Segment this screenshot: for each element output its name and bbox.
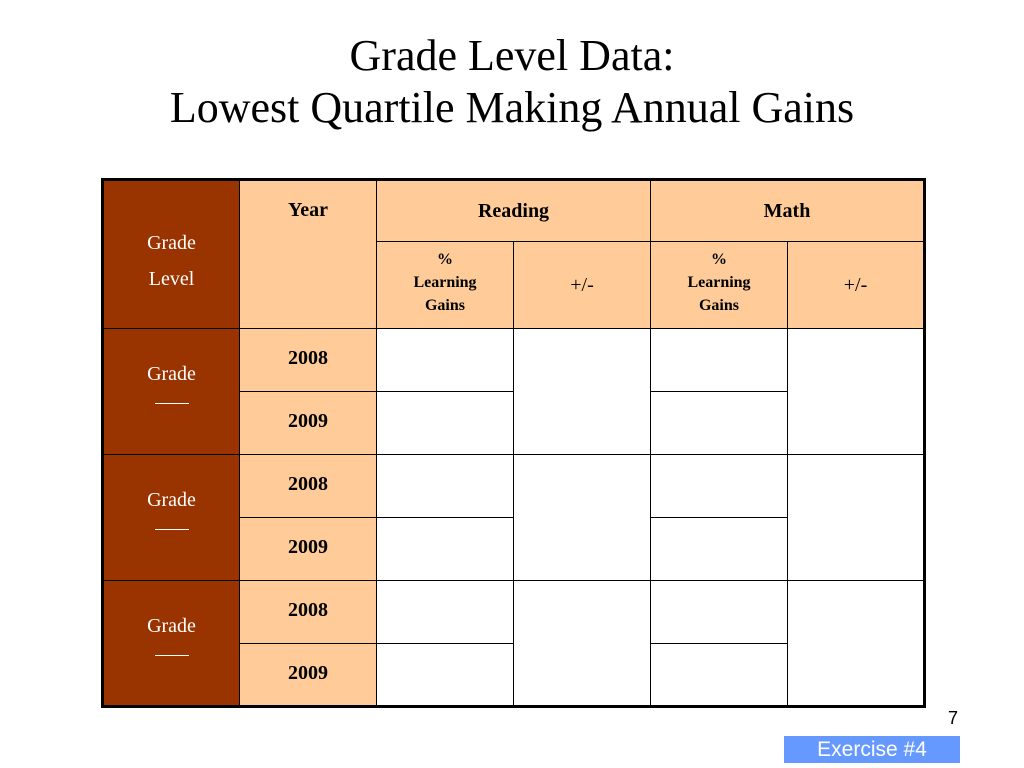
table-subheader-row: % Learning Gains +/- % Learning Gains +/… bbox=[103, 241, 926, 329]
reading-pct-cell bbox=[376, 517, 514, 581]
slide-title-line-1: Grade Level Data: bbox=[349, 31, 675, 80]
pct-symbol: % bbox=[437, 251, 453, 268]
table-row: Grade 2008 bbox=[102, 580, 926, 707]
table-row: Grade 2008 bbox=[102, 454, 926, 581]
reading-pct-cell bbox=[376, 643, 514, 707]
grade-blank-line bbox=[154, 529, 189, 530]
reading-pct-cell bbox=[376, 328, 514, 392]
grade-level-header-line-2: Level bbox=[148, 268, 195, 290]
reading-pct-cell bbox=[376, 580, 514, 644]
reading-header: Reading bbox=[376, 179, 651, 242]
grade-blank-line bbox=[154, 655, 189, 656]
table-row: Grade 2008 bbox=[102, 328, 926, 455]
math-pct-cell bbox=[650, 517, 788, 581]
table-row: 2009 bbox=[103, 517, 925, 581]
math-change-cell bbox=[786, 454, 926, 581]
grade-label: Grade bbox=[147, 615, 196, 637]
math-pct-cell bbox=[650, 391, 788, 455]
year-cell: 2008 bbox=[239, 454, 377, 518]
pct-gains-label: Gains bbox=[424, 297, 465, 314]
slide-title-line-2: Lowest Quartile Making Annual Gains bbox=[169, 83, 855, 132]
math-header: Math bbox=[649, 179, 926, 242]
math-change-cell bbox=[786, 328, 926, 455]
year-cell: 2009 bbox=[239, 643, 377, 707]
math-pct-learning-gains-header: % Learning Gains bbox=[650, 241, 788, 329]
math-change-cell bbox=[786, 580, 926, 707]
reading-pct-cell bbox=[376, 454, 514, 518]
pct-learning-label: Learning bbox=[687, 274, 751, 291]
page-number: 7 bbox=[948, 708, 959, 728]
grade-cell: Grade bbox=[102, 328, 240, 455]
table-row: 2009 bbox=[103, 391, 925, 455]
grade-cell: Grade bbox=[102, 454, 240, 581]
grade-cell: Grade bbox=[102, 580, 240, 707]
reading-pct-learning-gains-header: % Learning Gains bbox=[376, 241, 514, 329]
grade-label: Grade bbox=[147, 489, 196, 511]
year-cell: 2008 bbox=[239, 328, 377, 392]
table-row: 2009 bbox=[103, 643, 925, 707]
reading-pct-cell bbox=[376, 391, 514, 455]
year-cell: 2008 bbox=[239, 580, 377, 644]
exercise-button[interactable]: Exercise #4 bbox=[784, 736, 960, 763]
pct-symbol: % bbox=[711, 251, 727, 268]
math-plus-minus-header: +/- bbox=[786, 241, 926, 329]
pct-learning-label: Learning bbox=[413, 274, 477, 291]
table-header-row: Grade Level Year Reading Math bbox=[102, 179, 926, 329]
year-cell: 2009 bbox=[239, 391, 377, 455]
grade-level-header: Grade Level bbox=[102, 179, 240, 329]
grade-label: Grade bbox=[147, 363, 196, 385]
grade-blank-line bbox=[154, 403, 189, 404]
math-pct-cell bbox=[650, 328, 788, 392]
math-pct-cell bbox=[650, 454, 788, 518]
reading-change-cell bbox=[513, 328, 651, 455]
math-pct-cell bbox=[650, 643, 788, 707]
pct-gains-label: Gains bbox=[698, 297, 739, 314]
reading-change-cell bbox=[513, 454, 651, 581]
grade-level-data-table: Grade Level Year Reading Math % Learning… bbox=[101, 178, 927, 708]
math-pct-cell bbox=[650, 580, 788, 644]
reading-plus-minus-header: +/- bbox=[513, 241, 651, 329]
slide-title: Grade Level Data: Lowest Quartile Making… bbox=[0, 30, 1024, 134]
year-cell: 2009 bbox=[239, 517, 377, 581]
grade-level-header-line-1: Grade bbox=[147, 232, 196, 254]
reading-change-cell bbox=[513, 580, 651, 707]
year-header: Year bbox=[239, 179, 377, 329]
